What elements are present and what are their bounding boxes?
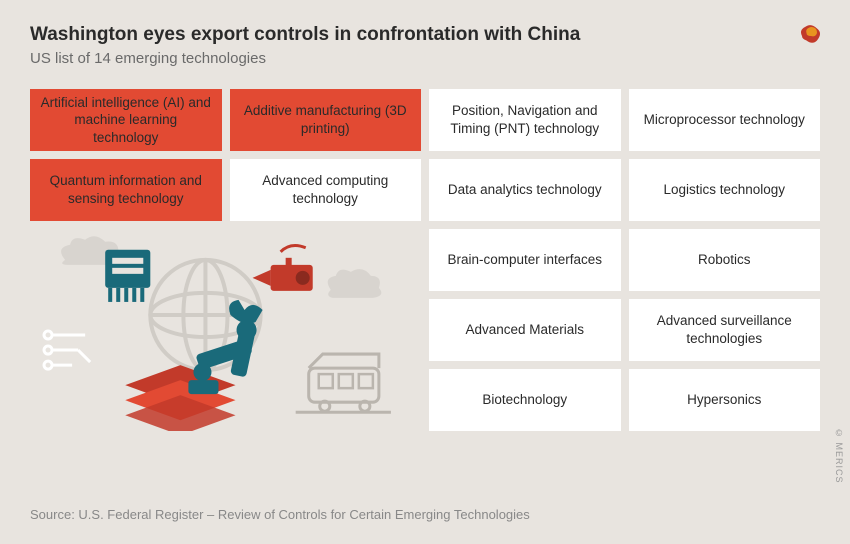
cell-hypersonics: Hypersonics (629, 369, 821, 431)
tech-grid: Artificial intelligence (AI) and machine… (30, 89, 820, 431)
cell-brain-computer: Brain-computer interfaces (429, 229, 621, 291)
source-text: Source: U.S. Federal Register – Review o… (30, 507, 530, 522)
tech-illustration (30, 229, 421, 431)
cell-microprocessor: Microprocessor technology (629, 89, 821, 151)
illustration-svg (30, 229, 421, 431)
page-title: Washington eyes export controls in confr… (30, 24, 820, 46)
cell-adv-surveillance: Advanced surveillance technologies (629, 299, 821, 361)
merics-logo-icon (796, 18, 826, 48)
cell-logistics: Logistics technology (629, 159, 821, 221)
cell-data-analytics: Data analytics technology (429, 159, 621, 221)
infographic-container: Washington eyes export controls in confr… (0, 0, 850, 544)
cell-adv-computing: Advanced computing technology (230, 159, 422, 221)
cell-pnt: Position, Navigation and Timing (PNT) te… (429, 89, 621, 151)
cell-biotech: Biotechnology (429, 369, 621, 431)
cell-robotics: Robotics (629, 229, 821, 291)
cell-additive-mfg: Additive manufacturing (3D printing) (230, 89, 422, 151)
cell-adv-materials: Advanced Materials (429, 299, 621, 361)
copyright-text: © MERICS (834, 428, 844, 484)
cell-ai-ml: Artificial intelligence (AI) and machine… (30, 89, 222, 151)
page-subtitle: US list of 14 emerging technologies (30, 50, 820, 67)
cell-quantum: Quantum information and sensing technolo… (30, 159, 222, 221)
